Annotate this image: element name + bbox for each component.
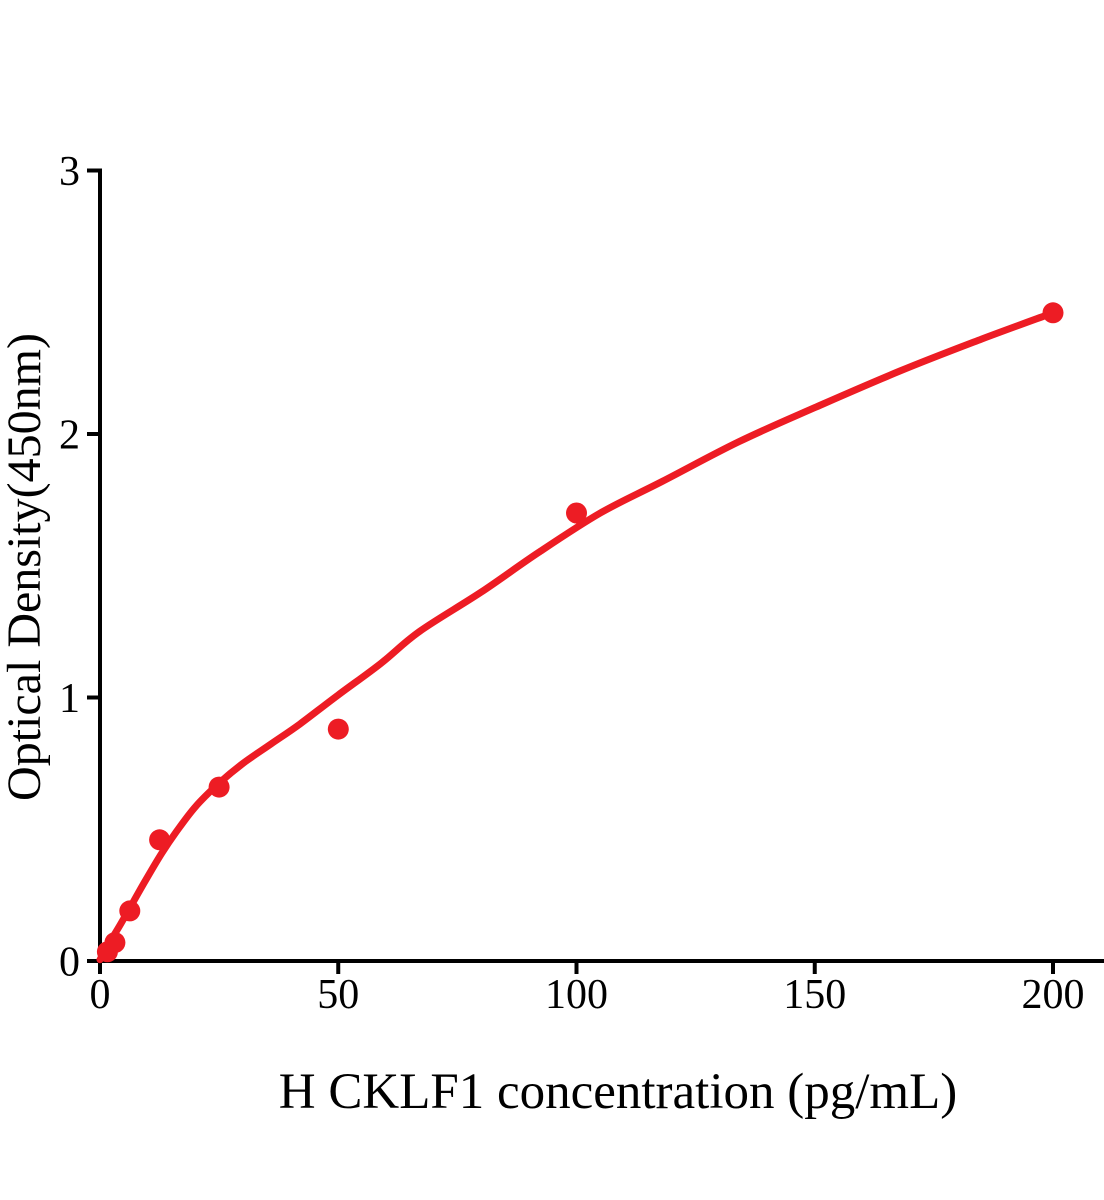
data-points bbox=[96, 302, 1064, 963]
data-point bbox=[566, 502, 587, 524]
y-tick-label: 0 bbox=[59, 940, 80, 986]
data-point bbox=[208, 776, 230, 798]
x-tick-label: 0 bbox=[90, 972, 111, 1018]
x-tick-label: 50 bbox=[317, 972, 359, 1018]
y-tick-label: 1 bbox=[59, 676, 80, 722]
x-tick-label: 200 bbox=[1022, 972, 1085, 1018]
data-point bbox=[104, 932, 126, 954]
y-axis-title: Optical Density(450nm) bbox=[0, 333, 51, 801]
data-point bbox=[327, 718, 349, 740]
data-point bbox=[119, 900, 141, 922]
y-tick-label: 3 bbox=[59, 149, 80, 195]
data-point bbox=[1042, 302, 1064, 324]
x-axis-title: H CKLF1 concentration (pg/mL) bbox=[279, 1064, 957, 1120]
axes: 0 50 100 150 200 0 1 2 3 bbox=[59, 149, 1104, 1018]
data-point bbox=[149, 829, 171, 851]
y-tick-label: 2 bbox=[59, 413, 80, 459]
x-tick-label: 150 bbox=[783, 972, 846, 1018]
x-tick-label: 100 bbox=[545, 972, 608, 1018]
fit-curve-line bbox=[96, 309, 1057, 964]
